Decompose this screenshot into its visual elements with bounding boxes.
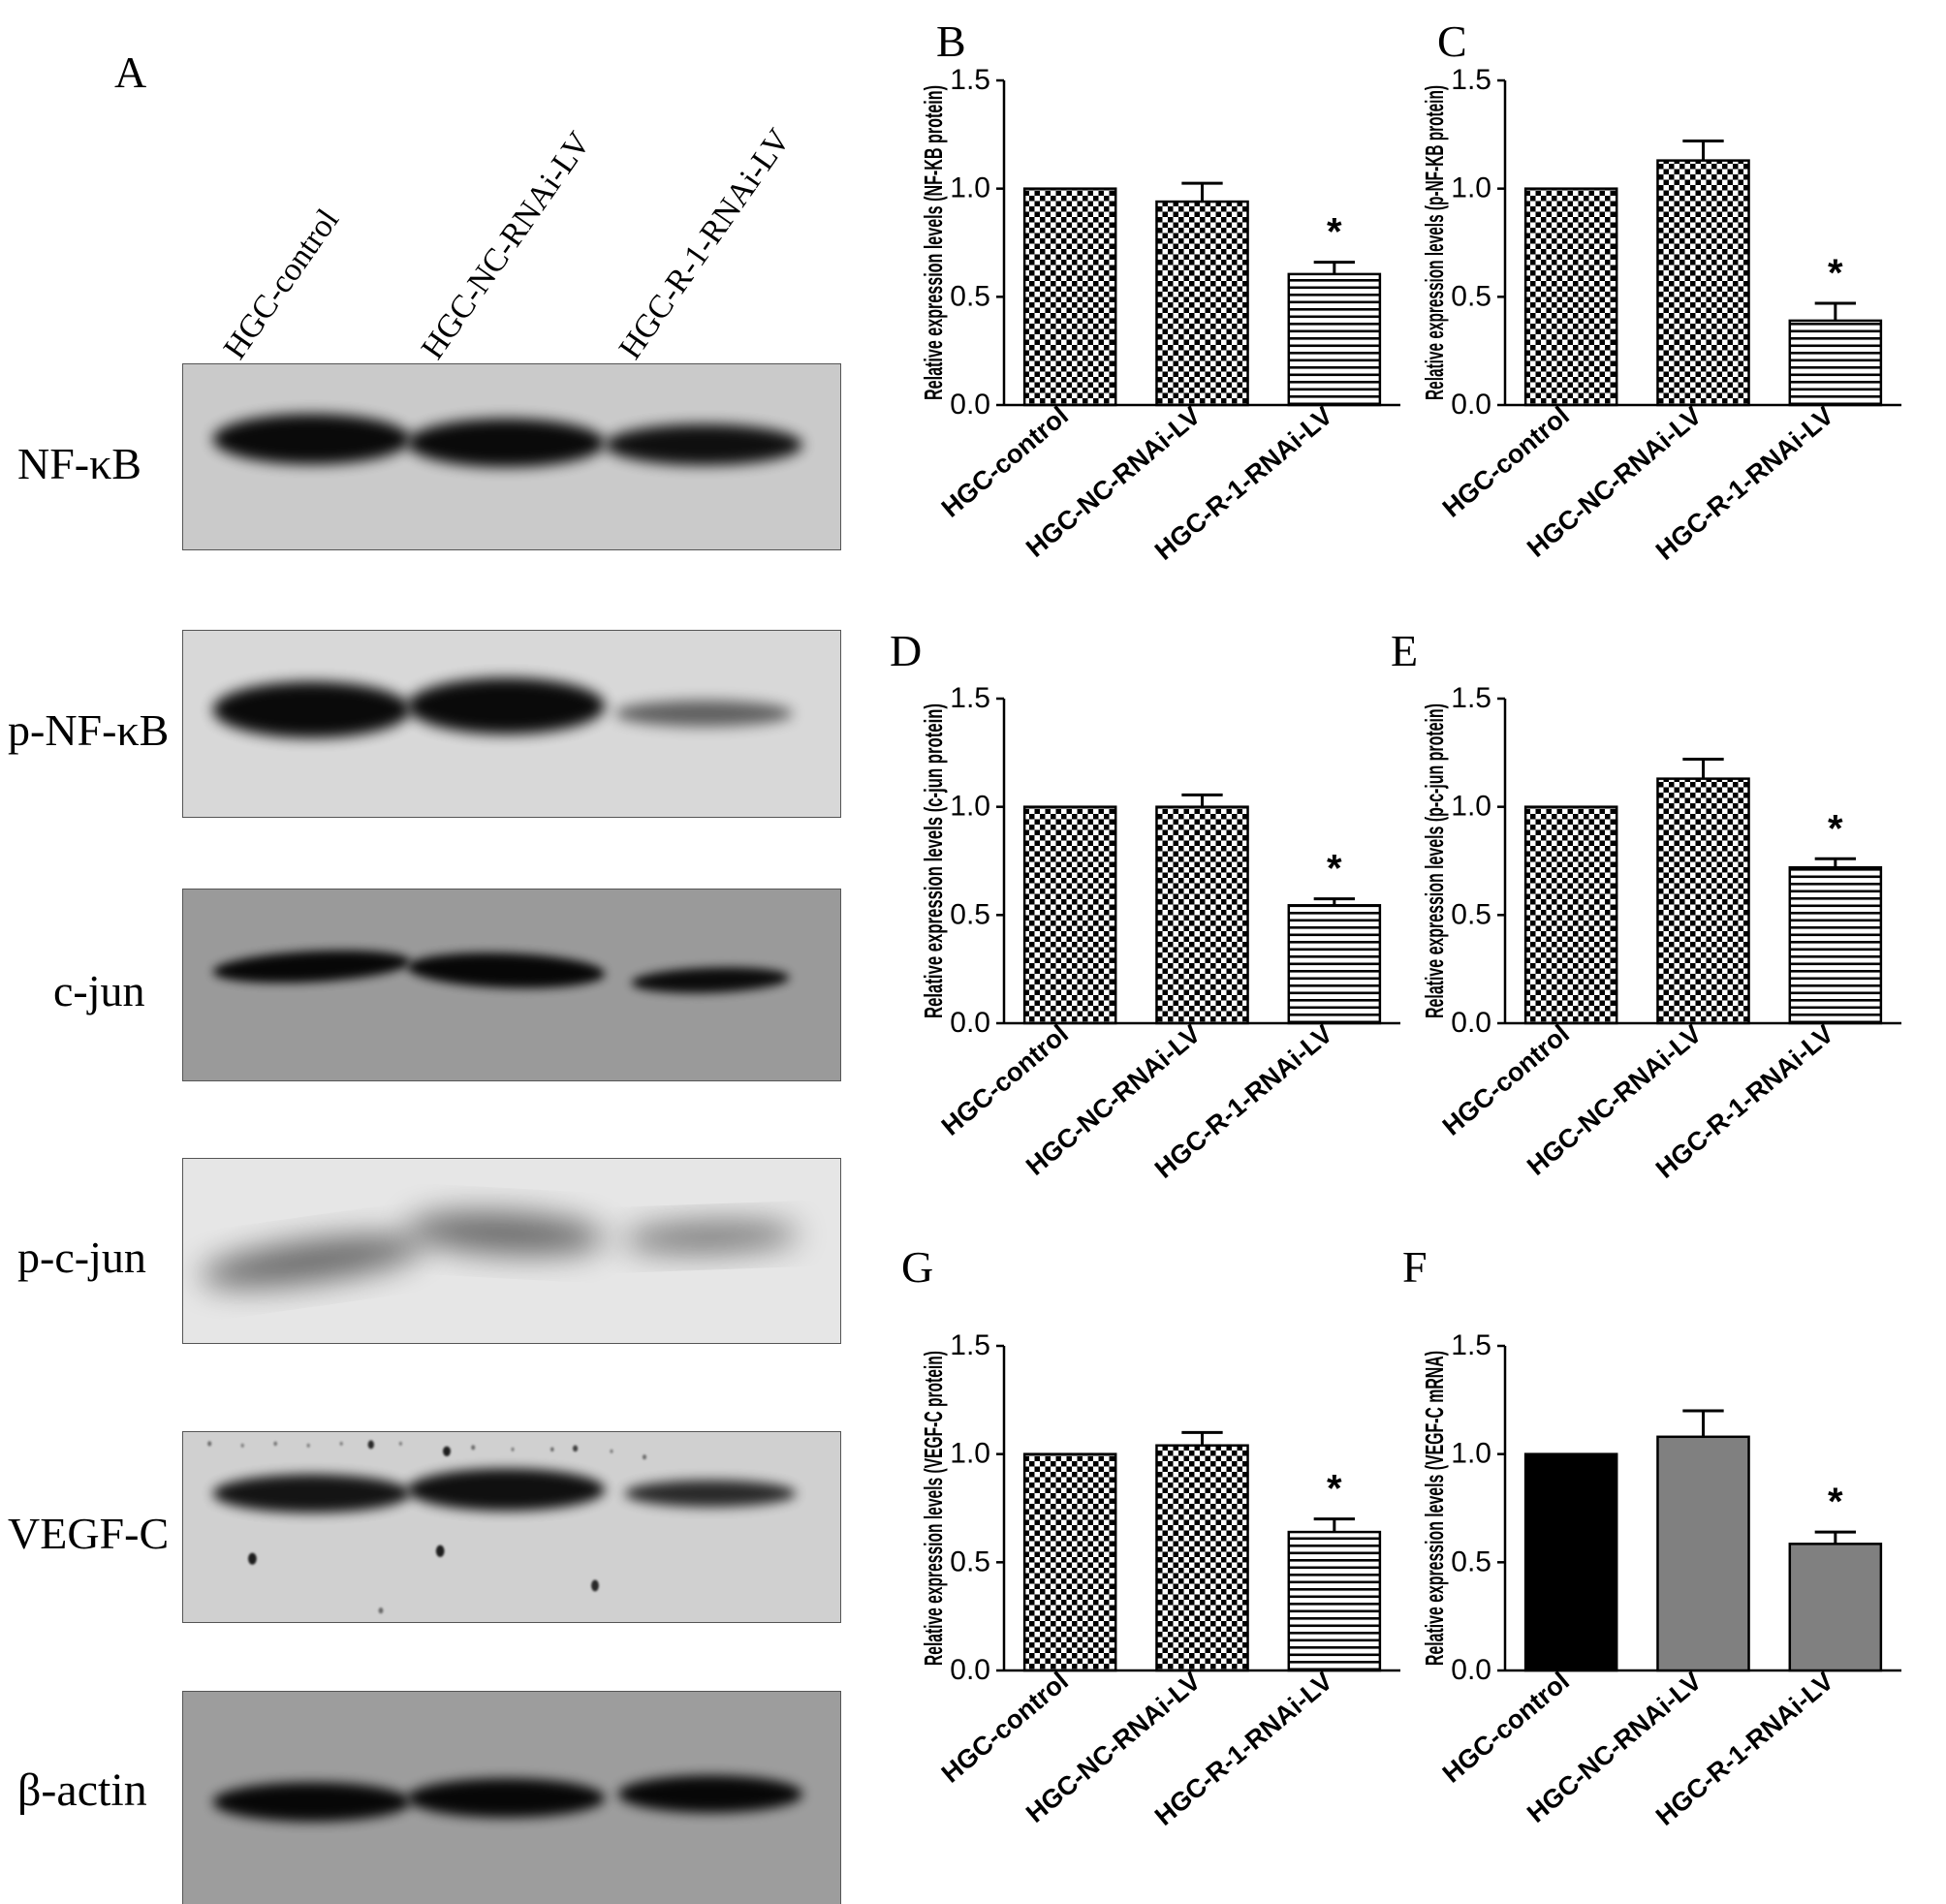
svg-text:0.0: 0.0: [950, 1654, 990, 1686]
svg-text:Relative expression levels (VE: Relative expression levels (VEGF-C mRNA): [1420, 1351, 1449, 1666]
svg-text:Relative expression levels (c-: Relative expression levels (c-jun protei…: [919, 703, 948, 1018]
svg-text:*: *: [1327, 211, 1342, 254]
svg-text:0.0: 0.0: [1451, 1654, 1491, 1686]
svg-text:0.5: 0.5: [950, 1545, 990, 1577]
svg-text:0.5: 0.5: [950, 898, 990, 930]
svg-text:1.0: 1.0: [950, 172, 990, 204]
svg-text:0.0: 0.0: [1451, 1007, 1491, 1039]
svg-text:Relative expression levels (NF: Relative expression levels (NF-KB protei…: [919, 85, 948, 400]
svg-text:1.0: 1.0: [950, 791, 990, 823]
svg-text:0.5: 0.5: [1451, 1545, 1491, 1577]
svg-text:1.0: 1.0: [1451, 1438, 1491, 1470]
svg-text:Relative expression levels (p-: Relative expression levels (p-c-jun prot…: [1420, 703, 1449, 1018]
svg-text:0.0: 0.0: [950, 389, 990, 421]
svg-text:Relative expression levels (VE: Relative expression levels (VEGF-C prote…: [919, 1351, 948, 1666]
svg-text:0.5: 0.5: [1451, 280, 1491, 312]
svg-text:1.5: 1.5: [1451, 64, 1491, 96]
svg-text:1.5: 1.5: [950, 64, 990, 96]
svg-text:0.0: 0.0: [1451, 389, 1491, 421]
svg-text:*: *: [1828, 807, 1843, 850]
svg-text:Relative expression levels (p-: Relative expression levels (p-NF-KB prot…: [1420, 85, 1449, 400]
svg-text:*: *: [1828, 252, 1843, 295]
svg-text:1.5: 1.5: [950, 1329, 990, 1361]
svg-text:0.0: 0.0: [950, 1007, 990, 1039]
svg-text:1.0: 1.0: [1451, 791, 1491, 823]
svg-text:1.5: 1.5: [1451, 682, 1491, 714]
svg-text:1.0: 1.0: [950, 1438, 990, 1470]
svg-text:1.0: 1.0: [1451, 172, 1491, 204]
svg-text:*: *: [1828, 1481, 1843, 1523]
svg-text:0.5: 0.5: [950, 280, 990, 312]
svg-text:*: *: [1327, 1468, 1342, 1511]
svg-text:0.5: 0.5: [1451, 898, 1491, 930]
svg-text:*: *: [1327, 848, 1342, 890]
svg-text:1.5: 1.5: [1451, 1329, 1491, 1361]
svg-text:1.5: 1.5: [950, 682, 990, 714]
